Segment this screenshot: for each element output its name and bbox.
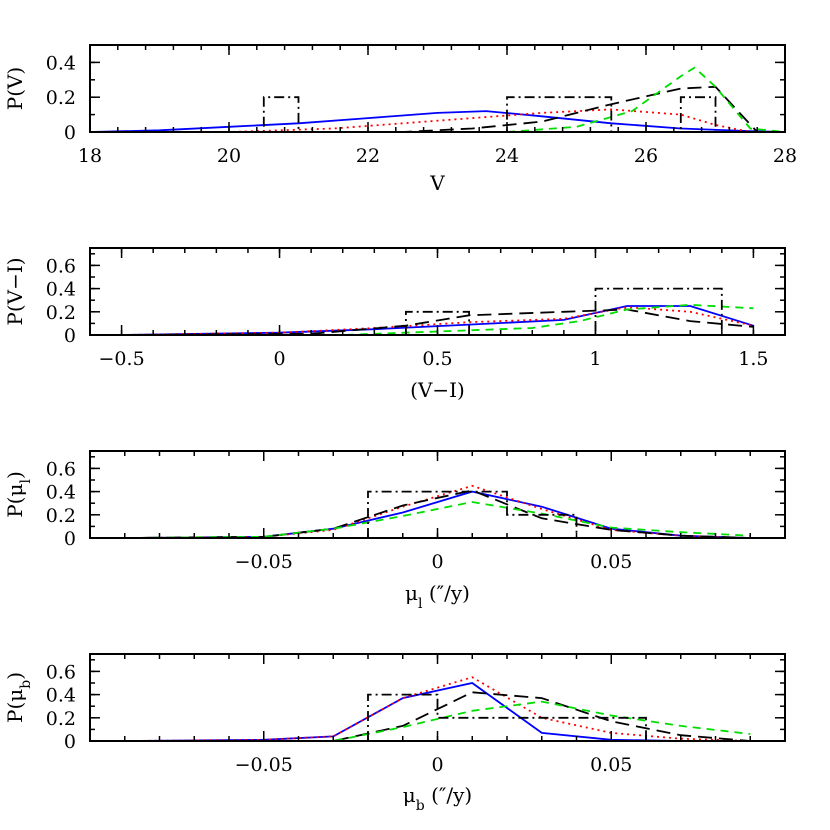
x-tick-label: −0.5 — [99, 348, 145, 370]
x-tick-label: 0.05 — [590, 551, 632, 573]
y-tick-label: 0.2 — [46, 302, 76, 324]
series-line-2 — [124, 676, 751, 742]
x-tick-label: 0 — [273, 348, 285, 370]
y-tick-label: 0.2 — [46, 87, 76, 109]
y-axis-label: P(μb) — [3, 672, 34, 723]
x-axis-label: (V−I) — [410, 378, 465, 402]
series-line-2 — [121, 306, 754, 336]
y-axis-label: P(μl) — [3, 471, 34, 518]
plot-frame — [89, 450, 786, 539]
series-line-5 — [404, 287, 723, 336]
series-line-1 — [89, 110, 786, 133]
x-axis-label: μl (″/y) — [405, 581, 470, 612]
series-line-4 — [121, 303, 754, 336]
y-axis-label: P(V) — [3, 67, 27, 111]
y-tick-label: 0.2 — [46, 505, 76, 527]
x-tick-label: −0.05 — [235, 754, 293, 776]
series-line-2 — [124, 484, 751, 539]
y-tick-label: 0.4 — [46, 279, 76, 301]
x-tick-label: 26 — [634, 145, 658, 167]
x-tick-label: 0 — [431, 754, 443, 776]
y-tick-label: 0.4 — [46, 52, 76, 74]
y-tick-label: 0.4 — [46, 482, 76, 504]
x-tick-label: 18 — [78, 145, 102, 167]
series-line-5 — [229, 96, 717, 133]
x-tick-label: 0.5 — [422, 348, 452, 370]
x-axis-label: μb (″/y) — [403, 783, 472, 814]
y-tick-label: 0.6 — [46, 255, 76, 277]
series-line-3 — [124, 85, 758, 133]
y-tick-label: 0.6 — [46, 661, 76, 683]
panel-1: 18 20 22 24 26 28 0 0.2 0.4 V P(V) — [3, 44, 797, 195]
series-line-5 — [367, 490, 578, 538]
y-tick-label: 0.4 — [46, 685, 76, 707]
series-line-2 — [124, 108, 751, 133]
x-tick-label: 28 — [773, 145, 797, 167]
series-line-4 — [124, 700, 751, 742]
panel-2: −0.5 0 0.5 1 1.500.20.40.6(V−I)P(V−I) — [3, 247, 786, 402]
x-tick-label: 0 — [431, 551, 443, 573]
x-tick-label: 22 — [356, 145, 380, 167]
y-axis-label: P(V−I) — [3, 257, 27, 325]
x-tick-label: 1 — [589, 348, 601, 370]
y-tick-label: 0 — [64, 528, 76, 550]
plot-frame — [89, 44, 786, 133]
series-line-4 — [124, 501, 751, 539]
x-tick-label: 20 — [217, 145, 241, 167]
x-tick-label: 24 — [495, 145, 519, 167]
x-tick-label: −0.05 — [235, 551, 293, 573]
y-tick-label: 0 — [64, 731, 76, 753]
series-line-5 — [367, 693, 647, 741]
y-tick-label: 0.2 — [46, 708, 76, 730]
x-tick-label: 0.05 — [590, 754, 632, 776]
y-tick-label: 0 — [64, 325, 76, 347]
x-axis-label: V — [429, 171, 445, 195]
y-tick-label: 0 — [64, 122, 76, 144]
plot-frame — [89, 247, 786, 336]
y-tick-label: 0.6 — [46, 458, 76, 480]
series-line-3 — [124, 691, 751, 742]
x-tick-label: 1.5 — [738, 348, 768, 370]
plot-frame — [89, 653, 786, 742]
